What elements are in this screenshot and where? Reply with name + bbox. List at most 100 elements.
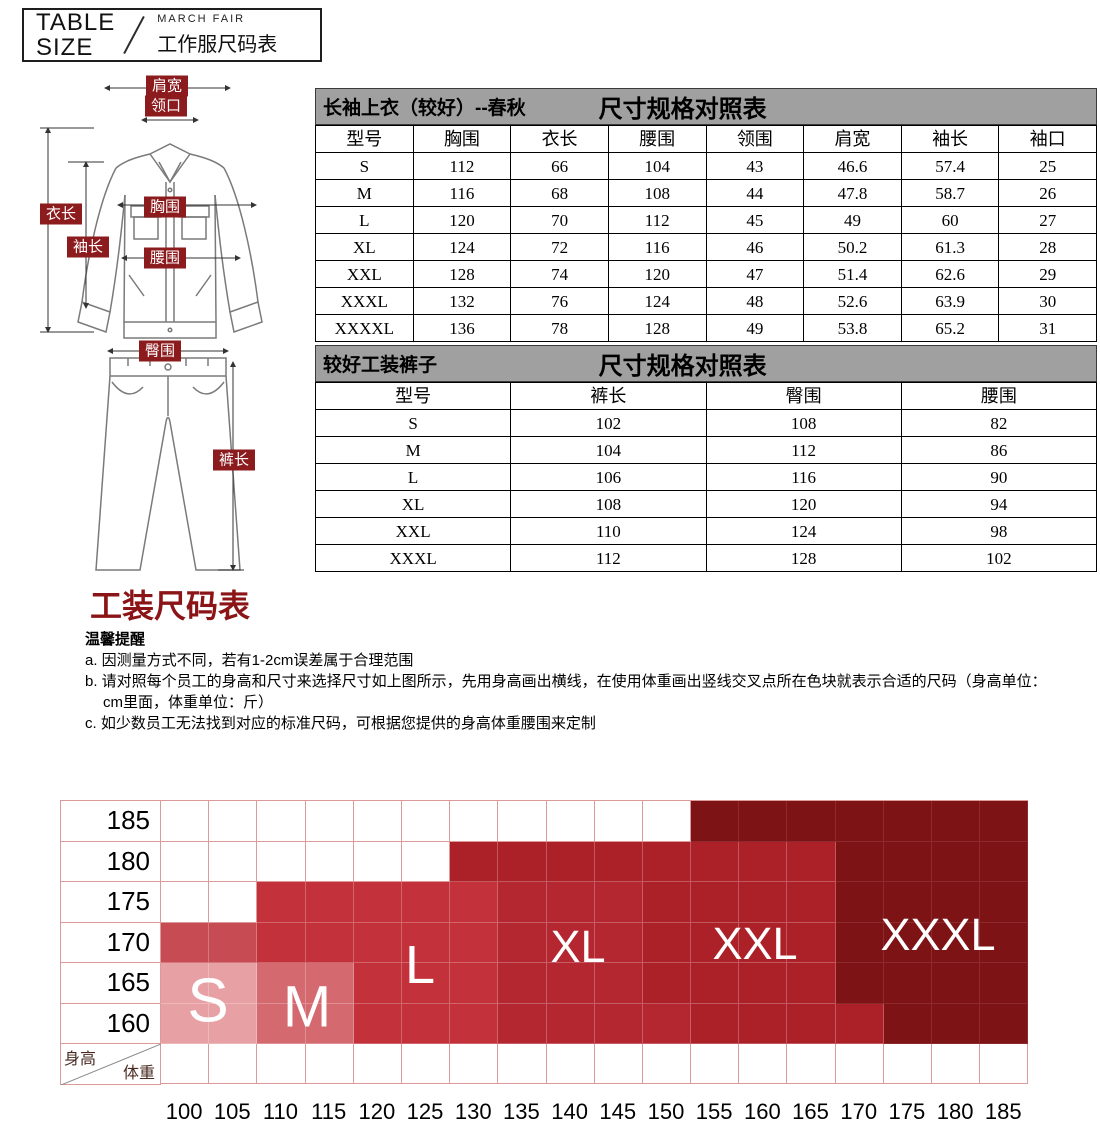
heat-cell-empty — [353, 841, 402, 882]
table-cell: 82 — [900, 409, 1098, 437]
table-row: L 120 70 112 45 49 60 27 — [315, 206, 1097, 234]
brand-block: MARCH FAIR 工作服尺码表 — [157, 13, 277, 57]
table-row: XXXXL 136 78 128 49 53.8 65.2 31 — [315, 314, 1097, 342]
heat-cell-empty — [642, 1044, 692, 1084]
weight-label: 175 — [888, 1099, 926, 1124]
heat-cell-M — [305, 1003, 354, 1044]
table-cell: S — [314, 409, 512, 437]
table-cell: 128 — [412, 260, 512, 288]
heat-cell-S — [161, 1003, 210, 1044]
table-cell: 63.9 — [900, 287, 1000, 315]
table-row: XXL 128 74 120 47 51.4 62.6 29 — [315, 260, 1097, 288]
heat-cell-XXXL — [980, 882, 1029, 923]
table-cell: 47.8 — [803, 179, 902, 207]
table-cell: 116 — [412, 179, 512, 207]
table-cell: 50.2 — [803, 233, 902, 261]
heat-cell-L — [353, 963, 402, 1004]
heat-cell-empty — [642, 801, 692, 842]
table-cell: 68 — [510, 179, 609, 207]
heat-cell-empty — [305, 841, 354, 882]
table-cell: 116 — [705, 463, 902, 491]
heat-cell-empty — [835, 1044, 884, 1084]
table-cell: 112 — [607, 206, 707, 234]
table-header-cell: 裤长 — [510, 382, 707, 410]
heat-cell-L — [450, 963, 499, 1004]
heat-cell-empty — [257, 1044, 306, 1084]
heat-cell-XXL — [787, 882, 836, 923]
heat-cell-L — [353, 922, 402, 963]
height-label: 175 — [61, 882, 161, 923]
height-label: 185 — [61, 801, 161, 842]
table-cell: 124 — [607, 287, 707, 315]
table-cell: 78 — [510, 314, 609, 342]
heat-cell-M2 — [161, 922, 210, 963]
weight-label: 120 — [358, 1099, 396, 1124]
heat-cell-XXXL — [883, 801, 932, 842]
label-jacket-length: 衣长 — [39, 203, 83, 225]
heat-cell-empty — [209, 1044, 258, 1084]
label-sleeve-length: 袖长 — [66, 236, 110, 258]
heat-cell-S — [209, 963, 258, 1004]
heat-cell-empty — [498, 801, 547, 842]
table-row: XXL 110 124 98 — [314, 517, 1098, 545]
heat-cell-M — [257, 1003, 306, 1044]
heat-cell-XXL — [594, 841, 643, 882]
weight-axis-spacer — [60, 1099, 160, 1125]
table-cell: 58.7 — [900, 179, 1000, 207]
table-header-cell: 袖长 — [900, 125, 1000, 153]
heat-cell-XL — [594, 882, 643, 923]
heat-cell-XXL — [691, 963, 740, 1004]
table-header-cell: 胸围 — [412, 125, 512, 153]
jacket-product-name: 长袖上衣（较好）--春秋 — [323, 98, 526, 119]
heat-cell-empty — [594, 1044, 643, 1084]
weight-label: 115 — [311, 1099, 347, 1124]
heat-cell-empty — [257, 841, 306, 882]
table-cell: 27 — [998, 206, 1097, 234]
heat-cell-XXXL — [835, 841, 884, 882]
table-cell: 116 — [607, 233, 707, 261]
heat-cell-empty — [546, 1044, 595, 1084]
size-letter-xxl: XXL — [712, 918, 798, 969]
table-row: XL 124 72 116 46 50.2 61.3 28 — [315, 233, 1097, 261]
logo-line2: SIZE — [36, 34, 94, 61]
heat-cell-empty — [450, 801, 499, 842]
heat-cell-XXXL — [980, 801, 1029, 842]
heat-cell-XXL — [691, 1003, 740, 1044]
y-axis-label: 身高 — [64, 1051, 97, 1068]
heat-cell-XXL — [739, 882, 788, 923]
x-axis-label: 体重 — [122, 1065, 155, 1082]
table-cell: 108 — [510, 490, 707, 518]
size-selection-heatmap: 185 180 175 170 165 160 身高 体重 100 105 110 115 120… — [60, 800, 1040, 1125]
weight-label: 125 — [406, 1099, 444, 1124]
heat-cell-XXXL — [883, 963, 932, 1004]
heat-cell-XXXL — [787, 801, 836, 842]
table-cell: XXL — [315, 260, 414, 288]
table-cell: 86 — [900, 436, 1098, 464]
table-row: XL 108 120 94 — [314, 490, 1098, 518]
table-cell: XXXL — [314, 544, 512, 572]
height-label: 170 — [61, 922, 161, 963]
heat-cell-XXL — [498, 841, 547, 882]
table-cell: 124 — [412, 233, 512, 261]
heat-cell-XXXL — [980, 841, 1029, 882]
table-header-cell: 袖口 — [998, 125, 1097, 153]
jacket-table-titlebar: 长袖上衣（较好）--春秋 尺寸规格对照表 — [315, 88, 1097, 125]
table-row: S 102 108 82 — [314, 409, 1098, 437]
table-cell: XXL — [314, 517, 512, 545]
table-cell: 52.6 — [803, 287, 902, 315]
weight-label: 165 — [792, 1099, 829, 1124]
heat-cell-L — [257, 922, 306, 963]
heat-cell-XXL — [642, 963, 692, 1004]
heat-cell-empty — [161, 882, 210, 923]
table-cell: S — [315, 152, 414, 180]
table-cell: 132 — [412, 287, 512, 315]
axis-header-row: 身高 体重 — [61, 1044, 1029, 1085]
heat-cell-XXXL — [932, 841, 981, 882]
table-cell: 46.6 — [803, 152, 902, 180]
label-chest: 胸围 — [143, 196, 187, 218]
heat-cell-XXL — [642, 841, 692, 882]
heat-cell-L — [305, 882, 354, 923]
heat-cell-L — [450, 1003, 499, 1044]
size-letter-xxxl: XXXL — [880, 909, 996, 960]
table-cell: 70 — [510, 206, 609, 234]
